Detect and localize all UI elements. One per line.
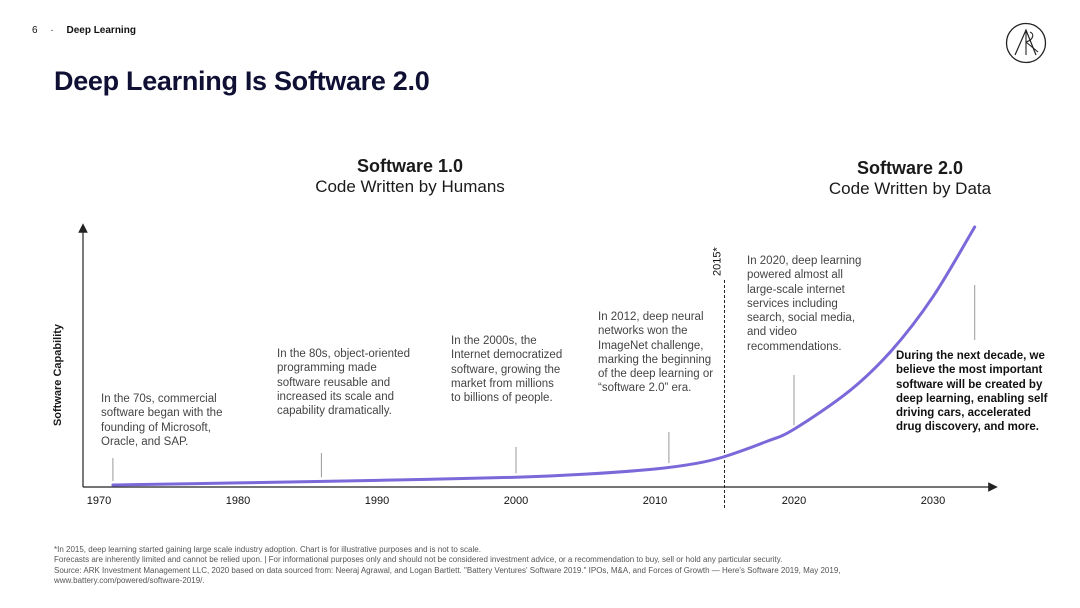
x-tick-label: 2000 <box>504 495 528 507</box>
x-tick-label: 2020 <box>782 495 806 507</box>
ark-logo-icon <box>1005 22 1047 64</box>
annotation-2012: In 2012, deep neural networks won the Im… <box>598 311 714 395</box>
footnotes: *In 2015, deep learning started gaining … <box>54 545 1054 586</box>
x-tick-label: 1990 <box>365 495 389 507</box>
era-software-2-subtitle: Code Written by Data <box>828 179 992 198</box>
annotation-next-decade: During the next decade, we believe the m… <box>896 350 1048 434</box>
adoption-marker-label: 2015* <box>712 247 724 276</box>
era-software-1-subtitle: Code Written by Humans <box>315 177 505 196</box>
annotation-70s: In the 70s, commercial software began wi… <box>101 393 223 448</box>
footnote-line: Forecasts are inherently limited and can… <box>54 555 783 565</box>
era-software-2-name: Software 2.0 <box>856 158 964 178</box>
header-separator: · <box>50 25 54 36</box>
page-title: Deep Learning Is Software 2.0 <box>54 66 430 96</box>
footnote-line: www.battery.com/powered/software-2019/. <box>54 575 205 585</box>
page-header: 6 · Deep Learning <box>32 25 136 36</box>
x-tick-label: 2030 <box>921 495 945 507</box>
era-software-1-name: Software 1.0 <box>356 156 464 176</box>
annotation-2020: In 2020, deep learning powered almost al… <box>747 255 862 353</box>
x-tick-label: 1970 <box>87 495 111 507</box>
section-label: Deep Learning <box>66 25 136 36</box>
annotation-80s: In the 80s, object-oriented programming … <box>277 348 410 418</box>
x-tick-label: 2010 <box>643 495 667 507</box>
era-software-1: Software 1.0 Code Written by Humans <box>290 156 530 197</box>
page-number: 6 <box>32 25 38 36</box>
capability-curve <box>111 225 977 487</box>
era-software-2: Software 2.0 Code Written by Data <box>800 158 1020 199</box>
footnote-line: Source: ARK Investment Management LLC, 2… <box>54 565 841 575</box>
footnote-line: *In 2015, deep learning started gaining … <box>54 545 481 554</box>
annotation-2000s: In the 2000s, the Internet democratized … <box>451 335 563 405</box>
x-tick-label: 1980 <box>226 495 250 507</box>
